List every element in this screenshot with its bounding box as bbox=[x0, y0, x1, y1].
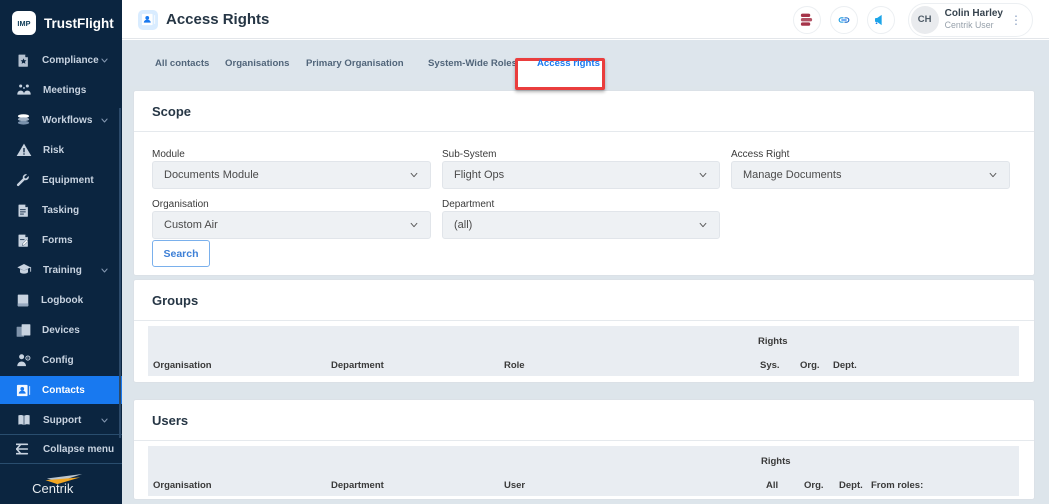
svg-text:Centrik: Centrik bbox=[32, 481, 74, 496]
